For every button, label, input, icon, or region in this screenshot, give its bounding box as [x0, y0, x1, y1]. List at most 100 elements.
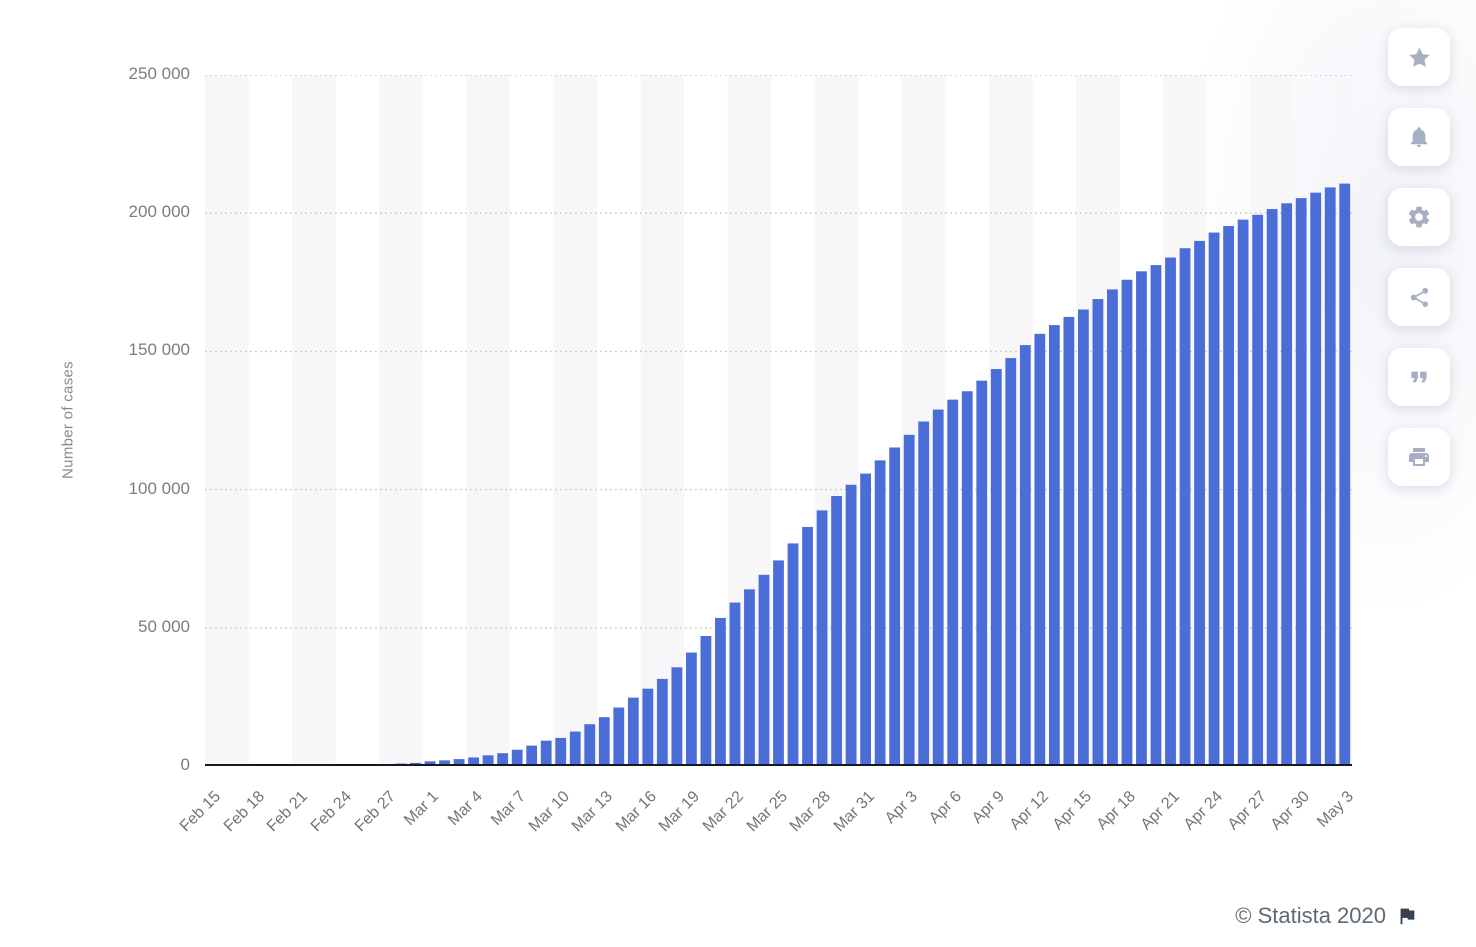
bell-icon	[1407, 125, 1431, 149]
x-axis-label: Mar 4	[444, 788, 486, 829]
bar[interactable]	[729, 602, 741, 766]
y-axis-title: Number of cases	[59, 361, 77, 479]
bar[interactable]	[598, 717, 610, 766]
bar-plot	[205, 75, 1352, 766]
y-axis-label: 50 000	[138, 616, 190, 636]
y-axis-label: 250 000	[128, 64, 190, 83]
bar[interactable]	[773, 560, 784, 766]
x-axis-label: Mar 1	[401, 788, 443, 829]
star-icon	[1407, 45, 1432, 70]
bar[interactable]	[569, 731, 581, 766]
bar[interactable]	[1048, 325, 1060, 766]
bar[interactable]	[671, 667, 683, 766]
favorite-button[interactable]	[1388, 28, 1450, 86]
x-axis-label: Apr 6	[925, 788, 965, 828]
bar[interactable]	[656, 678, 668, 766]
copyright-footer: © Statista 2020	[1235, 903, 1418, 929]
bar[interactable]	[758, 574, 770, 766]
bar[interactable]	[700, 636, 712, 766]
bar[interactable]	[424, 761, 436, 766]
bar[interactable]	[526, 745, 538, 766]
bar[interactable]	[613, 707, 625, 766]
bar[interactable]	[976, 380, 988, 766]
bar[interactable]	[1034, 333, 1046, 766]
bar[interactable]	[1310, 192, 1322, 766]
bar[interactable]	[468, 757, 479, 766]
bar[interactable]	[1194, 240, 1205, 766]
x-axis-label: Mar 13	[569, 788, 617, 836]
bar[interactable]	[947, 399, 959, 766]
bar[interactable]	[497, 753, 509, 766]
bar[interactable]	[685, 652, 697, 766]
bar[interactable]	[1252, 214, 1264, 766]
bar[interactable]	[802, 526, 813, 766]
bar[interactable]	[555, 737, 567, 766]
bar[interactable]	[1121, 279, 1133, 766]
bar[interactable]	[787, 543, 799, 766]
flag-icon	[1396, 905, 1418, 927]
bar[interactable]	[1063, 316, 1075, 766]
quote-icon	[1406, 364, 1432, 390]
bar[interactable]	[874, 460, 886, 766]
bar[interactable]	[1019, 345, 1031, 766]
bar[interactable]	[990, 369, 1002, 766]
bar[interactable]	[1005, 358, 1017, 766]
bar[interactable]	[1107, 289, 1118, 766]
bar[interactable]	[511, 749, 523, 766]
bar[interactable]	[453, 759, 465, 766]
copyright-text: © Statista 2020	[1235, 903, 1386, 928]
bar[interactable]	[1165, 257, 1176, 766]
x-axis-label: Apr 12	[1006, 788, 1052, 834]
x-axis-label: Apr 3	[882, 788, 922, 828]
bar[interactable]	[1136, 271, 1147, 766]
bar[interactable]	[715, 617, 726, 766]
bar[interactable]	[816, 510, 828, 766]
bar[interactable]	[744, 589, 755, 766]
background-stripe	[205, 75, 249, 766]
x-axis-label: Feb 21	[264, 788, 312, 836]
bar[interactable]	[831, 495, 842, 766]
x-axis-label: Feb 27	[351, 788, 399, 836]
x-axis-label: Apr 27	[1224, 788, 1270, 834]
y-axis-label: 150 000	[128, 340, 190, 360]
bar[interactable]	[1179, 248, 1191, 766]
bar[interactable]	[540, 740, 552, 766]
bar[interactable]	[889, 447, 901, 766]
bar[interactable]	[860, 473, 872, 766]
bar[interactable]	[1208, 232, 1220, 766]
x-axis-label: Apr 30	[1267, 788, 1314, 834]
x-axis-label: Mar 16	[612, 788, 660, 836]
bar[interactable]	[1237, 219, 1249, 766]
bar[interactable]	[627, 697, 639, 766]
bar[interactable]	[482, 755, 494, 766]
bar[interactable]	[439, 760, 450, 766]
bar[interactable]	[845, 484, 857, 766]
share-button[interactable]	[1388, 268, 1450, 326]
bar[interactable]	[1281, 203, 1293, 766]
bar[interactable]	[1078, 309, 1089, 766]
cite-button[interactable]	[1388, 348, 1450, 406]
bar[interactable]	[1295, 198, 1307, 766]
settings-button[interactable]	[1388, 188, 1450, 246]
bar[interactable]	[1223, 226, 1234, 766]
bar[interactable]	[918, 421, 930, 766]
x-axis-label: Feb 24	[307, 788, 355, 836]
bar[interactable]	[932, 409, 944, 766]
background-stripe	[640, 75, 685, 766]
bar[interactable]	[903, 434, 915, 766]
bar[interactable]	[1339, 183, 1351, 766]
bar[interactable]	[1266, 209, 1278, 766]
bar[interactable]	[961, 391, 973, 766]
x-axis-label: Mar 10	[525, 788, 573, 836]
bar[interactable]	[1324, 187, 1336, 766]
print-button[interactable]	[1388, 428, 1450, 486]
x-axis-label: Apr 24	[1180, 788, 1227, 834]
bar[interactable]	[584, 724, 596, 766]
x-axis-label: May 3	[1313, 788, 1357, 831]
x-axis-label: Feb 15	[177, 788, 225, 836]
bar[interactable]	[642, 688, 654, 766]
x-axis-label: Mar 25	[743, 788, 791, 836]
bar[interactable]	[1092, 299, 1104, 766]
notifications-button[interactable]	[1388, 108, 1450, 166]
bar[interactable]	[1150, 265, 1162, 766]
